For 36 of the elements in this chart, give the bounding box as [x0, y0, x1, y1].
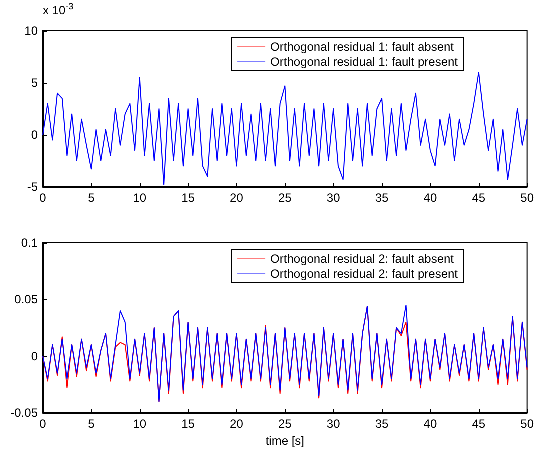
x-tick-label: 45	[472, 191, 486, 205]
x-tick-label: 50	[520, 191, 534, 205]
x-tick-label: 15	[182, 417, 196, 431]
x-tick-label: 0	[40, 417, 47, 431]
x-tick-label: 25	[278, 191, 292, 205]
y-tick-label: -5	[27, 180, 38, 194]
y-tick-label: 0	[31, 128, 38, 142]
x-tick-label: 20	[230, 417, 244, 431]
x-tick-label: 20	[230, 191, 244, 205]
y-tick-label: 5	[31, 76, 38, 90]
x-tick-label: 30	[326, 191, 341, 205]
x-tick-label: 10	[133, 417, 147, 431]
x-tick-label: 10	[133, 191, 147, 205]
x-tick-label: 40	[424, 417, 438, 431]
x-tick-label: 15	[182, 191, 196, 205]
y-tick-label: 0	[31, 349, 38, 364]
x-tick-label: 5	[88, 417, 96, 431]
x-tick-label: 45	[472, 417, 486, 431]
legend-label: Orthogonal residual 1: fault present	[270, 55, 459, 69]
y-tick-label: -0.05	[10, 406, 38, 420]
y-tick-label: 10	[24, 24, 38, 38]
x-tick-label: 0	[40, 191, 47, 205]
x-axis-title: time [s]	[266, 434, 304, 448]
y-tick-label: 0.05	[14, 292, 38, 307]
x-tick-label: 25	[278, 417, 292, 431]
legend-label: Orthogonal residual 1: fault absent	[270, 40, 455, 54]
legend-label: Orthogonal residual 2: fault absent	[270, 252, 455, 266]
x-tick-label: 5	[88, 191, 96, 205]
x-tick-label: 35	[375, 417, 390, 431]
x-tick-label: 40	[424, 191, 438, 205]
x-tick-label: 30	[326, 417, 341, 431]
line-series	[42, 72, 528, 186]
x-tick-label: 35	[375, 191, 390, 205]
legend-label: Orthogonal residual 2: fault present	[270, 267, 459, 281]
x-tick-label: 50	[520, 417, 534, 431]
y-tick-label: 0.1	[21, 236, 38, 250]
